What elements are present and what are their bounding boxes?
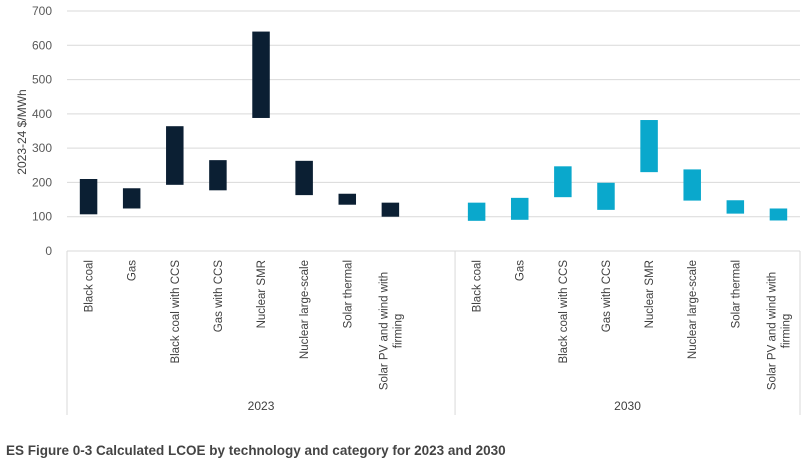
y-axis-label: 2023-24 $/MWh xyxy=(15,89,29,174)
category-label: Black coal xyxy=(84,260,96,312)
category-label: Black coal with CCS xyxy=(170,260,182,364)
category-labels: Black coal Gas Black coal with CCS Gas with… xyxy=(84,260,793,390)
category-label: Gas with CCS xyxy=(213,260,225,333)
range-bar-2030-nuclear-large-scale xyxy=(683,169,701,201)
range-bar-2030-nuclear-smr xyxy=(640,120,658,173)
category-label: Gas with CCS xyxy=(601,260,613,333)
range-bar-2030-gas-with-ccs xyxy=(597,182,615,210)
y-tick-label: 400 xyxy=(32,107,52,121)
range-bar-2030-black-coal xyxy=(467,202,486,221)
range-bar-2030-solar-pv-and-wind-with-firming xyxy=(769,208,788,221)
category-label: Gas xyxy=(515,260,527,281)
range-bar-2023-nuclear-smr xyxy=(252,31,270,118)
gridlines xyxy=(67,10,800,218)
category-label: Black coal with CCS xyxy=(558,260,570,364)
category-label: Nuclear SMR xyxy=(644,260,656,328)
category-label: Nuclear large-scale xyxy=(299,260,311,359)
category-label: Solar PV and wind with firming xyxy=(378,272,404,390)
bars xyxy=(79,31,788,221)
y-tick-label: 300 xyxy=(32,141,52,155)
category-axis-frame xyxy=(66,250,801,415)
group-label-2030: 2030 xyxy=(614,399,641,413)
y-tick-label: 200 xyxy=(32,175,52,189)
group-label-2023: 2023 xyxy=(248,399,275,413)
group-labels: 2023 2030 xyxy=(248,399,642,413)
figure-caption: ES Figure 0-3 Calculated LCOE by technol… xyxy=(6,443,506,458)
category-label: Solar thermal xyxy=(342,260,354,328)
range-bar-2023-gas xyxy=(122,188,141,209)
range-bar-2030-black-coal-with-ccs xyxy=(554,166,572,198)
range-bar-2023-gas-with-ccs xyxy=(209,160,227,191)
lcoe-chart: 0 100 200 300 400 500 600 700 2023-24 $/MWh Bla… xyxy=(15,4,801,415)
y-tick-label: 600 xyxy=(32,38,52,52)
category-label: Solar thermal xyxy=(730,260,742,328)
range-bar-2023-black-coal-with-ccs xyxy=(166,126,184,185)
category-label: Black coal xyxy=(472,260,484,312)
y-tick-label: 100 xyxy=(32,210,52,224)
range-bar-2023-solar-pv-and-wind-with-firming xyxy=(381,202,400,217)
y-tick-label: 0 xyxy=(45,244,52,258)
y-tick-label: 500 xyxy=(32,73,52,87)
range-bar-2023-nuclear-large-scale xyxy=(295,160,313,196)
category-label: Gas xyxy=(127,260,139,281)
range-bar-2030-gas xyxy=(510,197,529,220)
range-bar-2030-solar-thermal xyxy=(726,200,745,214)
category-label: Nuclear large-scale xyxy=(687,260,699,359)
y-tick-label: 700 xyxy=(32,4,52,18)
category-label: Nuclear SMR xyxy=(256,260,268,328)
range-bar-2023-solar-thermal xyxy=(338,193,357,205)
category-label: Solar PV and wind with firming xyxy=(766,272,792,390)
y-axis-ticks: 0 100 200 300 400 500 600 700 xyxy=(32,4,52,258)
range-bar-2023-black-coal xyxy=(79,179,98,215)
